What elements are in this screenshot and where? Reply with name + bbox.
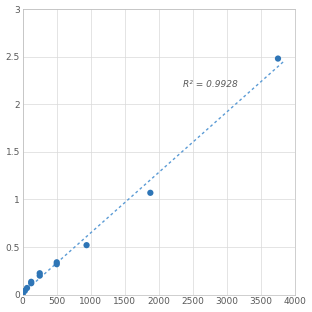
Point [54, 260, 59, 265]
Point [29, 281, 34, 286]
Point [54, 262, 59, 267]
Point [148, 190, 153, 195]
Point [25, 285, 30, 290]
Text: R² = 0.9928: R² = 0.9928 [183, 80, 237, 89]
Point [275, 56, 280, 61]
Point [20, 292, 25, 297]
Point [29, 279, 34, 284]
Point [37, 273, 42, 278]
Point [22, 288, 27, 293]
Point [37, 271, 42, 276]
Point [84, 243, 89, 248]
